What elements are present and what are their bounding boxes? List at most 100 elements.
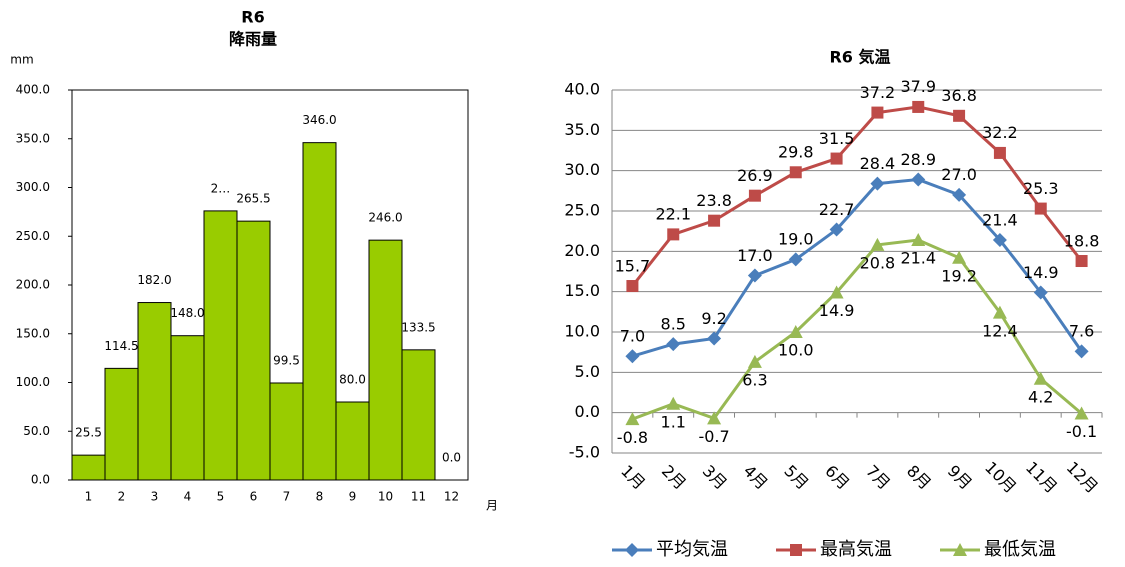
bar [302, 142, 337, 481]
y-tick-label: 100.0 [16, 375, 50, 389]
y-tick-label: 25.0 [564, 201, 600, 220]
marker [748, 189, 761, 202]
marker [912, 100, 925, 113]
marker [790, 544, 802, 556]
series-line [631, 105, 1083, 287]
marker [625, 412, 640, 426]
data-label: 182.0 [137, 273, 171, 287]
marker [747, 354, 762, 368]
x-tick-label: 2 [118, 490, 126, 504]
y-tick-label: 20.0 [564, 241, 600, 260]
data-label: 4.2 [1028, 387, 1053, 406]
data-label: 26.9 [737, 166, 773, 185]
marker [911, 233, 926, 247]
marker [625, 349, 640, 364]
bar [335, 401, 370, 481]
marker [953, 109, 966, 122]
marker [952, 187, 967, 202]
legend-label: 最低気温 [984, 539, 1056, 560]
bar [269, 382, 304, 481]
data-label: 7.6 [1069, 322, 1094, 341]
x-tick-label: 7 [283, 490, 291, 504]
y-tick-label: 200.0 [16, 278, 50, 292]
marker [626, 280, 639, 293]
x-tick-label: 8月 [903, 461, 935, 493]
x-tick-label: 4 [184, 490, 192, 504]
y-tick-label: 150.0 [16, 326, 50, 340]
chart-title: R6 [241, 8, 264, 27]
marker [829, 285, 844, 299]
data-label: 19.0 [778, 230, 814, 249]
data-label: 6.3 [742, 371, 767, 390]
y-tick-label: 400.0 [16, 83, 50, 97]
data-label: 21.4 [900, 249, 936, 268]
data-label: 19.2 [941, 266, 977, 285]
chart-title: R6 気温 [829, 48, 890, 67]
data-label: 20.8 [860, 254, 896, 273]
marker [830, 152, 843, 165]
y-tick-label: 35.0 [564, 120, 600, 139]
data-label: 9.2 [701, 309, 726, 328]
marker [788, 325, 803, 338]
marker [1033, 285, 1048, 300]
data-label: 1.1 [661, 412, 686, 431]
x-tick-label: 5月 [780, 461, 812, 493]
data-label: 133.5 [401, 320, 435, 334]
x-tick-label: 3月 [699, 461, 731, 493]
marker [870, 176, 885, 191]
x-tick-label: 11 [411, 490, 426, 504]
bar [170, 335, 205, 481]
marker [708, 214, 721, 227]
y-tick-label: 40.0 [564, 80, 600, 99]
data-label: 265.5 [236, 192, 270, 206]
x-tick-label: 9 [349, 490, 357, 504]
x-tick-label: 1月 [617, 461, 649, 493]
marker [788, 252, 803, 267]
data-label: 0.0 [442, 451, 461, 465]
data-label: 14.9 [1023, 263, 1059, 282]
data-label: 28.4 [860, 154, 896, 173]
x-tick-label: 7月 [862, 461, 894, 493]
data-label: 148.0 [170, 306, 204, 320]
data-label: 22.1 [655, 205, 691, 224]
data-label: 10.0 [778, 341, 814, 360]
x-tick-label: 12月 [1063, 458, 1102, 497]
y-tick-label: 0.0 [575, 402, 600, 421]
marker [911, 172, 926, 187]
data-label: 23.8 [696, 191, 732, 210]
data-label: -0.7 [698, 427, 729, 446]
marker [992, 305, 1007, 319]
data-label: 21.4 [982, 210, 1018, 229]
marker [870, 237, 885, 251]
data-label: 246.0 [368, 211, 402, 225]
bar [401, 349, 436, 481]
y-axis-label: mm [10, 53, 33, 67]
marker [625, 543, 639, 557]
marker [1033, 371, 1048, 385]
data-label: 37.2 [860, 83, 896, 102]
y-tick-label: 0.0 [31, 473, 50, 487]
x-tick-label: 1 [85, 490, 93, 504]
bar [137, 302, 172, 481]
bar [104, 367, 139, 481]
data-label: 31.5 [819, 129, 855, 148]
data-label: 29.8 [778, 143, 814, 162]
data-label: 37.9 [900, 77, 936, 96]
data-label: 22.7 [819, 200, 855, 219]
x-tick-label: 6 [250, 490, 258, 504]
data-label: -0.1 [1066, 422, 1097, 441]
y-tick-label: 10.0 [564, 322, 600, 341]
marker [666, 337, 681, 352]
marker [666, 396, 681, 410]
x-tick-label: 8 [316, 490, 324, 504]
data-label: 346.0 [302, 113, 336, 127]
series-line [631, 178, 1083, 358]
y-tick-label: 50.0 [23, 424, 50, 438]
y-tick-label: 300.0 [16, 180, 50, 194]
marker [1075, 255, 1088, 268]
bar [203, 210, 238, 481]
data-label: 14.9 [819, 301, 855, 320]
marker [829, 222, 844, 237]
data-label: 28.9 [900, 150, 936, 169]
